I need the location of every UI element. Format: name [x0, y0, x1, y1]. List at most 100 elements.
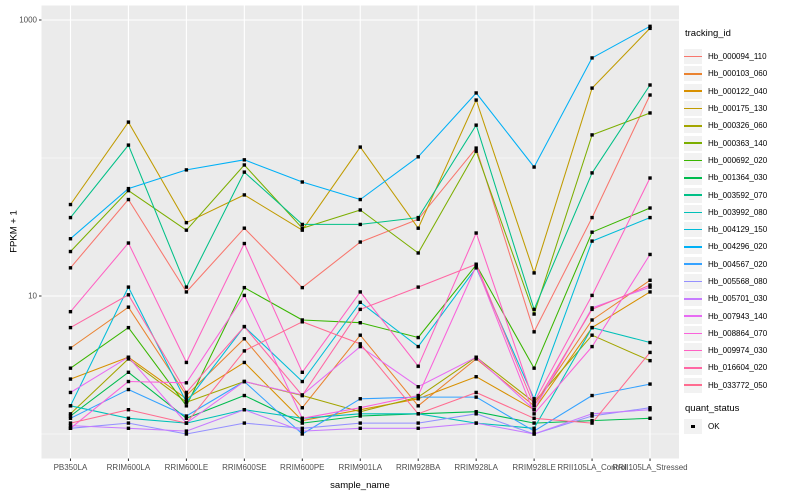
data-point [358, 197, 362, 202]
data-point [184, 421, 189, 425]
data-point [358, 307, 362, 312]
legend-item-label: Hb_000363_140 [708, 138, 768, 148]
data-point [126, 407, 131, 412]
data-point [126, 120, 131, 124]
data-point [242, 421, 247, 425]
legend-item: Hb_033772_050 [684, 377, 796, 394]
x-tick-label: RRIM600LA [107, 463, 151, 472]
data-point [300, 285, 304, 290]
legend-key-box [684, 187, 702, 203]
data-point [68, 237, 73, 241]
data-point [68, 215, 73, 220]
data-point [474, 395, 478, 399]
data-point [648, 26, 652, 31]
data-point [358, 406, 362, 410]
data-point [68, 249, 73, 254]
data-point [590, 171, 594, 175]
legend-color-line [684, 246, 702, 248]
data-point [416, 335, 420, 340]
legend-key-box [684, 170, 702, 186]
data-point [184, 414, 189, 418]
legend-item: Hb_000122_040 [684, 83, 796, 100]
data-point [358, 300, 362, 305]
data-point [474, 390, 478, 395]
legend-item-label: Hb_000326_060 [708, 121, 768, 131]
data-point [126, 387, 131, 392]
data-point [590, 318, 594, 322]
data-point [532, 416, 536, 420]
data-point [68, 346, 73, 350]
data-point [68, 416, 73, 420]
data-point [474, 149, 478, 153]
data-point [648, 416, 652, 420]
legend-item-label: Hb_009974_030 [708, 346, 768, 356]
data-point [474, 421, 478, 425]
legend-item-label: Hb_016604_020 [708, 363, 768, 373]
data-point [68, 266, 73, 270]
data-point [532, 412, 536, 416]
data-point [68, 412, 73, 416]
data-point [242, 241, 247, 246]
legend-color-line [684, 349, 702, 352]
data-point [300, 393, 304, 398]
data-point [648, 83, 652, 87]
data-point [68, 325, 73, 330]
data-point [242, 293, 247, 298]
data-point [126, 188, 131, 193]
legend-key-box [684, 308, 702, 324]
data-point [68, 309, 73, 314]
data-point [300, 418, 304, 423]
data-point [184, 432, 189, 436]
data-point [474, 91, 478, 95]
data-point [242, 379, 247, 384]
data-point [242, 226, 247, 230]
data-point [416, 404, 420, 408]
legend-item: Hb_004567_020 [684, 256, 796, 273]
legend-item: Hb_001364_030 [684, 169, 796, 186]
data-point [300, 180, 304, 184]
data-point [590, 230, 594, 234]
legend-item-label: Hb_033772_050 [708, 380, 768, 390]
legend-item: Hb_009974_030 [684, 342, 796, 359]
data-point [416, 344, 420, 349]
data-point [300, 432, 304, 436]
y-tick-label: 10 [28, 292, 37, 301]
data-point [474, 264, 478, 268]
legend-item: Hb_000363_140 [684, 134, 796, 151]
data-point [126, 355, 131, 359]
data-point [358, 290, 362, 294]
data-point [532, 307, 536, 312]
data-point [68, 414, 73, 418]
data-point [648, 382, 652, 386]
data-point [358, 145, 362, 149]
data-point [590, 86, 594, 90]
data-point [474, 412, 478, 416]
data-point [126, 416, 131, 420]
data-point [532, 400, 536, 404]
data-point [590, 56, 594, 60]
legend-color-line [684, 384, 702, 387]
legend-key-box [684, 343, 702, 359]
data-point [590, 393, 594, 398]
legend-color-line [684, 107, 702, 110]
data-point [532, 432, 536, 436]
legend-item: Hb_004129_150 [684, 221, 796, 238]
legend-color-line [684, 142, 702, 144]
x-tick-label: PB350LA [54, 463, 88, 472]
data-point [184, 393, 189, 398]
data-point [358, 333, 362, 337]
legend-key-box [684, 360, 702, 376]
data-point [242, 285, 247, 290]
data-point [648, 111, 652, 115]
data-point [648, 358, 652, 363]
legend-color-line [684, 263, 702, 265]
legend-title: tracking_id [685, 28, 731, 39]
legend-item: Hb_000103_060 [684, 65, 796, 82]
legend-item: Hb_007943_140 [684, 307, 796, 324]
legend-key-box [684, 377, 702, 393]
legend-item-label: Hb_005701_030 [708, 294, 768, 304]
data-point [126, 143, 131, 147]
data-point [358, 397, 362, 401]
data-point [184, 168, 189, 172]
